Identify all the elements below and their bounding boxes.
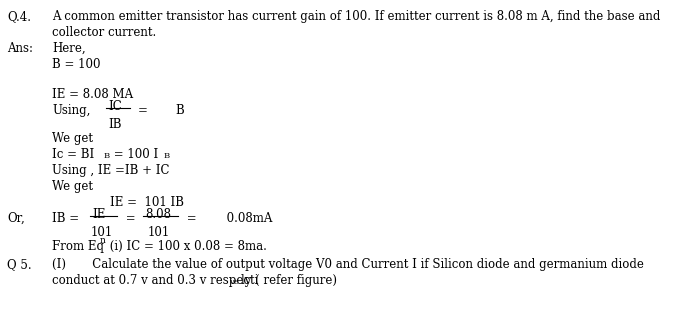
Text: IE =  101 IB: IE = 101 IB (110, 196, 184, 209)
Text: Ic = BI: Ic = BI (52, 148, 94, 161)
Text: =: = (138, 104, 148, 117)
Text: B = 100: B = 100 (52, 58, 100, 71)
Text: ly ( refer figure): ly ( refer figure) (241, 274, 337, 287)
Text: IE: IE (92, 208, 106, 221)
Text: 8.08: 8.08 (145, 208, 171, 221)
Text: conduct at 0.7 v and 0.3 v respecti: conduct at 0.7 v and 0.3 v respecti (52, 274, 258, 287)
Text: =: = (122, 212, 139, 225)
Text: Q.4.: Q.4. (7, 10, 31, 23)
Text: Using,: Using, (52, 104, 91, 117)
Text: 101: 101 (91, 226, 113, 239)
Text: IB =: IB = (52, 212, 83, 225)
Text: =        0.08mA: = 0.08mA (183, 212, 272, 225)
Text: From Eq: From Eq (52, 240, 104, 253)
Text: n: n (100, 236, 106, 245)
Text: B: B (104, 152, 110, 160)
Text: A common emitter transistor has current gain of 100. If emitter current is 8.08 : A common emitter transistor has current … (52, 10, 660, 23)
Text: Q 5.: Q 5. (7, 258, 31, 271)
Text: = 100 I: = 100 I (110, 148, 158, 161)
Text: IC: IC (108, 100, 122, 113)
Text: IE = 8.08 MA: IE = 8.08 MA (52, 88, 133, 101)
Text: IB: IB (108, 118, 121, 131)
Text: (I)       Calculate the value of output voltage V0 and Current I if Silicon diod: (I) Calculate the value of output voltag… (52, 258, 644, 271)
Text: ve: ve (229, 278, 239, 286)
Text: B: B (175, 104, 183, 117)
Text: 101: 101 (148, 226, 170, 239)
Text: (i) IC = 100 x 0.08 = 8ma.: (i) IC = 100 x 0.08 = 8ma. (106, 240, 267, 253)
Text: Or,: Or, (7, 212, 25, 225)
Text: Using , IE =IB + IC: Using , IE =IB + IC (52, 164, 170, 177)
Text: B: B (164, 152, 170, 160)
Text: Here,: Here, (52, 42, 86, 55)
Text: We get: We get (52, 132, 93, 145)
Text: We get: We get (52, 180, 93, 193)
Text: Ans:: Ans: (7, 42, 33, 55)
Text: collector current.: collector current. (52, 26, 156, 39)
